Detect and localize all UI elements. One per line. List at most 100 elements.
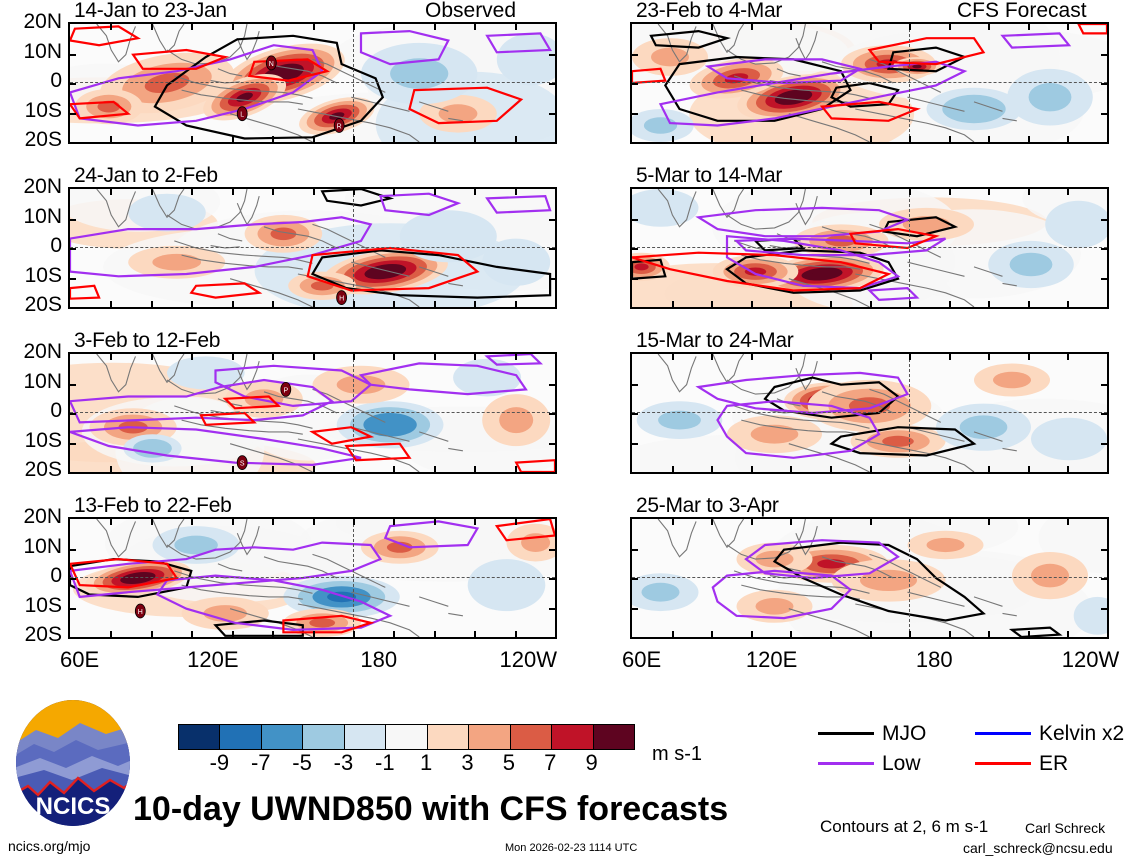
axis-tick xyxy=(1101,112,1107,115)
axis-tick xyxy=(312,631,315,637)
axis-tick xyxy=(150,301,153,307)
axis-tick xyxy=(1067,354,1070,360)
site-link[interactable]: ncics.org/mjo xyxy=(8,838,91,854)
colorbar-swatch xyxy=(385,725,427,749)
axis-tick xyxy=(549,442,555,445)
panel-plot[interactable] xyxy=(630,187,1109,309)
panel-title: 23-Feb to 4-Mar xyxy=(636,0,783,22)
axis-tick xyxy=(70,248,76,250)
colorbar-tick-label: 1 xyxy=(420,750,433,775)
equator-line xyxy=(70,82,555,83)
axis-tick xyxy=(632,548,638,551)
axis-tick xyxy=(191,519,194,525)
axis-tick xyxy=(671,466,674,472)
axis-tick xyxy=(1101,248,1107,250)
axis-tick xyxy=(671,519,674,525)
axis-tick xyxy=(352,24,355,30)
axis-tick xyxy=(1027,631,1030,637)
y-tick-label: 10S xyxy=(24,263,62,287)
x-tick-label: 60E xyxy=(622,647,662,672)
axis-tick xyxy=(231,136,234,142)
panel-plot[interactable] xyxy=(630,22,1109,144)
axis-tick xyxy=(549,277,555,280)
y-tick-label: 10S xyxy=(24,98,62,122)
axis-tick xyxy=(70,383,76,386)
panel-title: 5-Mar to 14-Mar xyxy=(636,164,783,187)
axis-tick xyxy=(110,24,113,30)
axis-tick xyxy=(474,189,477,195)
axis-tick xyxy=(948,136,951,142)
panel-plot[interactable]: N L R xyxy=(68,22,557,144)
axis-tick xyxy=(549,83,555,85)
colorbar-swatch xyxy=(260,725,303,749)
x-tick-label: 60E xyxy=(60,647,100,672)
axis-tick xyxy=(632,578,638,580)
axis-tick xyxy=(191,189,194,195)
axis-tick xyxy=(790,519,793,525)
axis-tick xyxy=(312,24,315,30)
column-header-observed: Observed xyxy=(425,0,517,22)
axis-tick xyxy=(948,519,951,525)
axis-tick xyxy=(231,301,234,307)
axis-tick xyxy=(393,466,396,472)
axis-tick xyxy=(70,578,76,580)
axis-tick xyxy=(988,301,991,307)
axis-tick xyxy=(474,354,477,360)
axis-tick xyxy=(433,519,436,525)
axis-tick xyxy=(869,354,872,360)
axis-tick xyxy=(1067,189,1070,195)
panel-title: 3-Feb to 12-Feb xyxy=(74,329,221,352)
axis-tick xyxy=(433,24,436,30)
axis-tick xyxy=(191,466,194,472)
axis-tick xyxy=(711,354,714,360)
colorbar-swatch xyxy=(302,725,344,749)
y-tick-label: 10N xyxy=(23,204,62,228)
axis-tick xyxy=(1101,383,1107,386)
axis-tick xyxy=(191,631,194,637)
axis-tick xyxy=(549,248,555,250)
axis-tick xyxy=(474,466,477,472)
axis-tick xyxy=(150,466,153,472)
axis-tick xyxy=(393,354,396,360)
panel-plot[interactable] xyxy=(630,352,1109,474)
panel-plot[interactable] xyxy=(630,517,1109,639)
axis-tick xyxy=(433,189,436,195)
axis-tick xyxy=(909,136,912,142)
axis-tick xyxy=(312,519,315,525)
axis-tick xyxy=(790,466,793,472)
axis-tick xyxy=(909,189,912,195)
axis-tick xyxy=(790,631,793,637)
axis-tick xyxy=(433,301,436,307)
axis-tick xyxy=(514,631,517,637)
axis-tick xyxy=(988,466,991,472)
axis-tick xyxy=(790,301,793,307)
equator-line xyxy=(70,577,555,578)
axis-tick xyxy=(150,24,153,30)
axis-tick xyxy=(829,466,832,472)
axis-tick xyxy=(869,519,872,525)
ncics-logo: NCICS xyxy=(14,698,132,828)
axis-tick xyxy=(1027,354,1030,360)
axis-tick xyxy=(514,189,517,195)
panel-plot[interactable]: H xyxy=(68,517,557,639)
axis-tick xyxy=(632,607,638,610)
axis-tick xyxy=(191,354,194,360)
author-email[interactable]: carl_schreck@ncsu.edu xyxy=(963,840,1113,856)
axis-tick xyxy=(1101,607,1107,610)
axis-tick xyxy=(474,24,477,30)
axis-tick xyxy=(150,354,153,360)
axis-tick xyxy=(150,136,153,142)
axis-tick xyxy=(110,189,113,195)
axis-tick xyxy=(110,631,113,637)
axis-tick xyxy=(750,466,753,472)
panel-plot[interactable]: H xyxy=(68,187,557,309)
axis-tick xyxy=(110,136,113,142)
axis-tick xyxy=(1027,301,1030,307)
legend-label: ER xyxy=(1039,752,1069,775)
axis-tick xyxy=(110,466,113,472)
x-tick-label: 120W xyxy=(1061,647,1120,672)
colorbar-swatch xyxy=(551,725,593,749)
axis-tick xyxy=(549,607,555,610)
axis-tick xyxy=(393,189,396,195)
